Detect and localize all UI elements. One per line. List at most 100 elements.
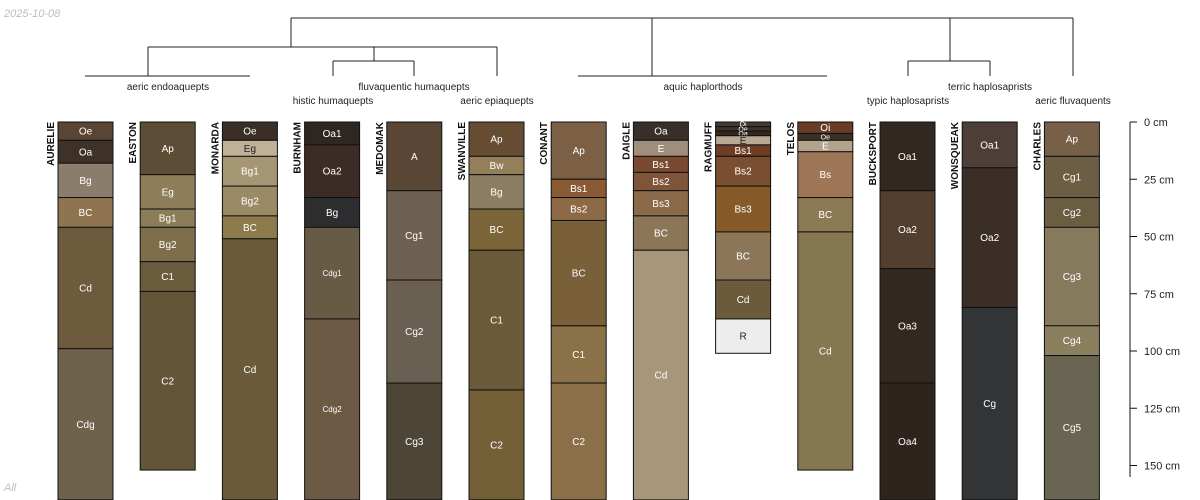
horizon-label: BC — [654, 229, 668, 240]
horizon-block — [632, 190, 689, 217]
horizon: Cg4 — [1043, 325, 1100, 357]
horizon-label: Cd — [655, 371, 668, 382]
horizon-block — [1043, 121, 1100, 157]
horizon: Oa2 — [961, 167, 1018, 308]
horizon-block — [715, 185, 772, 233]
horizon-label: Cd — [79, 284, 92, 295]
horizon: C1 — [468, 249, 525, 391]
horizon: Bg — [468, 174, 525, 210]
horizon-block — [139, 290, 196, 471]
horizon-block — [879, 268, 936, 384]
horizon-label: Bg2 — [159, 240, 177, 251]
horizon-block — [468, 249, 525, 391]
horizon-block — [468, 389, 525, 500]
profile-name: AURELIE — [46, 122, 57, 166]
horizon: BC — [715, 231, 772, 281]
horizon: Cg2 — [386, 279, 443, 384]
cluster-label: aeric endoaquepts — [127, 82, 209, 93]
horizon-label: Oa — [79, 147, 93, 158]
soil-profile: MEDOMAK A Cg1 Cg2 Cg3 — [375, 121, 443, 500]
depth-tick-label: 150 cm — [1144, 461, 1180, 473]
horizon: Cg2 — [1043, 197, 1100, 228]
horizon: Oa1 — [879, 121, 936, 192]
horizon-label: BC — [818, 210, 832, 221]
horizon-label: Bs1 — [734, 146, 752, 157]
profile-name: CHARLES — [1032, 122, 1043, 171]
cluster-label: aeric epiaquepts — [460, 96, 533, 107]
horizon: Bg1 — [139, 208, 196, 228]
horizon: Cg3 — [1043, 226, 1100, 327]
soil-profile: DAIGLE Oa E Bs1 Bs2 Bs3 BC Cd — [621, 121, 689, 500]
horizon-label: Oa1 — [898, 152, 917, 163]
horizon-block — [961, 121, 1018, 169]
horizon-block — [386, 279, 443, 384]
horizon-block — [715, 318, 772, 354]
horizon-block — [1043, 325, 1100, 357]
horizon: A — [386, 121, 443, 192]
horizon-label: Oa2 — [323, 167, 342, 178]
profile-name: DAIGLE — [621, 122, 632, 160]
profile-name: SWANVILLE — [457, 122, 468, 181]
horizon-label: Oa1 — [980, 140, 999, 151]
horizon-block — [961, 306, 1018, 500]
depth-tick-label: 25 cm — [1144, 174, 1174, 186]
horizon-label: Cg5 — [1063, 423, 1082, 434]
soil-profile: BUCKSPORT Oa1 Oa2 Oa3 Oa4 — [868, 121, 936, 500]
profile-name: EASTON — [128, 122, 139, 164]
horizon-block — [139, 261, 196, 292]
horizon-label: Bg — [490, 187, 502, 198]
horizon-block — [304, 318, 361, 500]
horizon-label: Cg2 — [1063, 208, 1082, 219]
horizon: C1 — [550, 325, 607, 384]
horizon: Ap — [1043, 121, 1100, 157]
horizon: C2 — [468, 389, 525, 500]
horizon: Eg — [139, 174, 196, 210]
horizon-label: BC — [243, 223, 257, 234]
depth-tick-label: 75 cm — [1144, 289, 1174, 301]
horizon-block — [632, 215, 689, 251]
horizon: Eg — [221, 139, 278, 157]
horizon-label: Bg2 — [241, 197, 259, 208]
horizon: Cg1 — [386, 190, 443, 281]
horizon-block — [632, 249, 689, 500]
profile-name: BUCKSPORT — [868, 122, 879, 185]
horizon-label: E — [740, 136, 747, 147]
profile-name: WONSQUEAK — [950, 121, 961, 189]
horizon: Bg — [304, 197, 361, 228]
horizon: Oi — [797, 121, 854, 134]
horizon-label: Oe — [738, 126, 747, 133]
horizon-label: Oa2 — [980, 233, 999, 244]
horizon: E — [797, 139, 854, 153]
horizon: Oa4 — [879, 382, 936, 500]
horizon: Oa — [632, 121, 689, 141]
horizon-label: Oe — [821, 134, 830, 141]
depth-tick-label: 100 cm — [1144, 346, 1180, 358]
horizon: Oe — [221, 121, 278, 141]
horizon-block — [879, 382, 936, 500]
horizon-label: E — [822, 142, 829, 153]
horizon-label: BC — [490, 225, 504, 236]
horizon: Bg2 — [139, 226, 196, 263]
horizon-label: Bg — [79, 176, 91, 187]
horizon-label: BC — [736, 251, 750, 262]
horizon: Bs3 — [632, 190, 689, 217]
cluster-labels: aeric endoaquepts fluvaquentic humaquept… — [127, 82, 1111, 107]
profile-name: MEDOMAK — [375, 121, 386, 175]
horizon: BC — [221, 215, 278, 240]
horizon-block — [304, 144, 361, 199]
dendrogram — [85, 17, 1074, 77]
horizon-block — [1043, 197, 1100, 228]
horizon: Bg2 — [221, 185, 278, 217]
profile-name: MONARDA — [210, 122, 221, 174]
horizon-block — [386, 121, 443, 192]
horizon: C2 — [550, 382, 607, 500]
horizon-label: Cg1 — [1063, 172, 1082, 183]
horizon: Oa2 — [304, 144, 361, 199]
cluster-label: aeric fluvaquents — [1035, 96, 1111, 107]
horizon: Bs — [797, 151, 854, 199]
horizon-block — [57, 197, 114, 228]
horizon-label: Oa1 — [323, 129, 342, 140]
horizon: Cg — [961, 306, 1018, 500]
horizon-block — [797, 231, 854, 471]
